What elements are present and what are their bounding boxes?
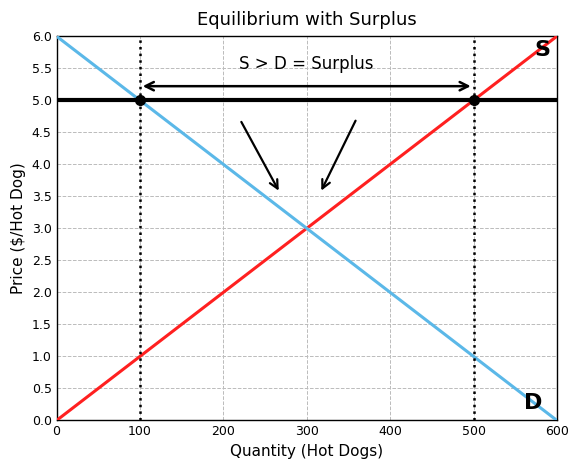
Text: S: S: [535, 40, 551, 60]
Text: S > D = Surplus: S > D = Surplus: [240, 55, 374, 73]
Y-axis label: Price ($/Hot Dog): Price ($/Hot Dog): [11, 163, 26, 294]
X-axis label: Quantity (Hot Dogs): Quantity (Hot Dogs): [230, 444, 383, 459]
Title: Equilibrium with Surplus: Equilibrium with Surplus: [197, 11, 416, 29]
Text: D: D: [524, 392, 543, 413]
